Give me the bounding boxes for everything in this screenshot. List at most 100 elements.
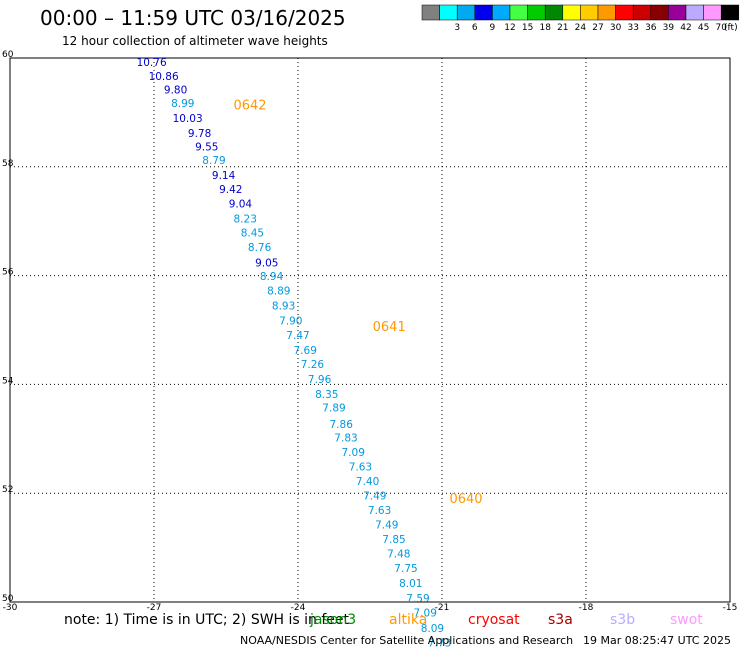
- pass-id-label: 0640: [449, 492, 482, 507]
- data-point-label: 7.40: [356, 476, 379, 488]
- legend-swatch: [615, 4, 634, 21]
- data-point-label: 7.86: [330, 419, 354, 431]
- y-tick-label: 56: [2, 268, 14, 278]
- data-point-label: 7.63: [368, 505, 391, 517]
- page-title: 00:00 – 11:59 UTC 03/16/2025: [40, 6, 346, 30]
- x-tick-label: -21: [435, 603, 450, 613]
- data-point-label: 10.03: [173, 113, 203, 125]
- data-point-label: 7.47: [286, 330, 309, 342]
- legend-label: 24: [575, 23, 587, 33]
- data-point-label: 7.75: [394, 563, 417, 575]
- footer-credit: NOAA/NESDIS Center for Satellite Applica…: [240, 634, 574, 647]
- legend-swatch: [720, 4, 740, 21]
- data-point-label: 8.23: [234, 213, 257, 225]
- legend-label: 21: [557, 23, 568, 33]
- y-tick-label: 50: [2, 594, 14, 604]
- x-tick-label: -15: [723, 603, 738, 613]
- data-point-label: 8.01: [399, 578, 422, 590]
- x-tick-label: -30: [3, 603, 18, 613]
- data-point-label: 7.49: [375, 520, 398, 532]
- satellite-jason3: jason3: [310, 612, 357, 628]
- data-point-label: 7.09: [414, 608, 437, 620]
- data-point-label: 8.94: [260, 271, 284, 283]
- data-point-label: 9.80: [164, 84, 187, 96]
- data-point-label: 7.59: [406, 593, 429, 605]
- legend-swatch: [456, 4, 476, 21]
- footnote: note: 1) Time is in UTC; 2) SWH is in fe…: [64, 612, 350, 628]
- data-point-label: 10.86: [149, 71, 179, 83]
- data-point-label: 7.89: [322, 403, 345, 415]
- y-tick-label: 54: [2, 376, 14, 386]
- legend-swatch: [421, 4, 440, 21]
- legend-label: 42: [680, 23, 691, 33]
- legend-swatch: [562, 4, 581, 21]
- data-point-label: 8.09: [421, 623, 444, 635]
- legend-swatch: [703, 4, 722, 21]
- data-point-label: 8.79: [202, 155, 225, 167]
- data-point-label: 7.48: [387, 548, 410, 560]
- data-point-label: 9.55: [195, 141, 218, 153]
- data-point-label: 7.85: [382, 534, 405, 546]
- legend-label: 39: [663, 23, 675, 33]
- x-tick-label: -27: [147, 603, 162, 613]
- legend-swatch: [492, 4, 511, 21]
- legend-label: 30: [610, 23, 622, 33]
- data-point-label: 8.35: [315, 389, 338, 401]
- satellite-s3b: s3b: [610, 612, 636, 628]
- data-point-label: 9.42: [219, 184, 242, 196]
- data-point-label: 9.04: [229, 199, 253, 211]
- data-point-label: 9.78: [188, 128, 211, 140]
- legend-label: 27: [592, 23, 603, 33]
- legend-label: 45: [698, 23, 709, 33]
- legend-swatch: [509, 4, 528, 21]
- data-point-label: 7.96: [308, 374, 332, 386]
- data-point-label: 7.63: [349, 461, 372, 473]
- pass-id-label: 0642: [233, 99, 266, 114]
- data-point-label: 8.89: [267, 286, 290, 298]
- satellite-altika: altika: [389, 612, 428, 628]
- data-point-label: 7.09: [342, 447, 365, 459]
- data-point-label: 9.05: [255, 257, 278, 269]
- legend-label: 18: [539, 23, 551, 33]
- y-tick-label: 58: [2, 159, 14, 169]
- plot-frame: [9, 57, 731, 603]
- legend-label: 12: [504, 23, 515, 33]
- legend-label: 70: [715, 23, 727, 33]
- data-point-label: 7.90: [279, 316, 302, 328]
- footer-timestamp: 19 Mar 08:25:47 UTC 2025: [583, 634, 731, 647]
- x-tick-label: -24: [291, 603, 306, 613]
- legend-swatch: [527, 4, 546, 21]
- legend-label: 33: [627, 23, 638, 33]
- data-point-label: 7.69: [294, 345, 317, 357]
- page-subtitle: 12 hour collection of altimeter wave hei…: [62, 34, 328, 48]
- legend-swatch: [597, 4, 616, 21]
- y-tick-label: 60: [2, 50, 14, 60]
- legend-label: 15: [522, 23, 533, 33]
- data-point-label: 9.14: [212, 170, 236, 182]
- data-point-label: 8.45: [241, 227, 264, 239]
- legend-label: 9: [490, 23, 496, 33]
- data-point-label: 8.76: [248, 242, 272, 254]
- legend-swatch: [474, 4, 493, 21]
- legend-swatch: [632, 4, 652, 21]
- legend-label: 6: [472, 23, 478, 33]
- satellite-cryosat: cryosat: [468, 612, 520, 628]
- legend-swatch: [439, 4, 458, 21]
- satellite-s3a: s3a: [548, 612, 573, 628]
- data-point-label: 7.83: [334, 433, 357, 445]
- data-point-label: 7.26: [301, 359, 325, 371]
- legend-swatch: [685, 4, 704, 21]
- x-tick-label: -18: [579, 603, 594, 613]
- satellite-swot: swot: [670, 612, 703, 628]
- legend-unit: (ft): [724, 23, 738, 33]
- data-point-label: 7.73: [428, 638, 451, 650]
- data-point-label: 7.49: [363, 491, 386, 503]
- legend-swatch: [580, 4, 599, 21]
- legend-swatch: [650, 4, 669, 21]
- data-point-label: 10.76: [137, 57, 167, 69]
- legend-label: 3: [454, 23, 460, 33]
- data-point-label: 8.93: [272, 300, 295, 312]
- y-tick-label: 52: [2, 485, 13, 495]
- legend-label: 36: [645, 23, 657, 33]
